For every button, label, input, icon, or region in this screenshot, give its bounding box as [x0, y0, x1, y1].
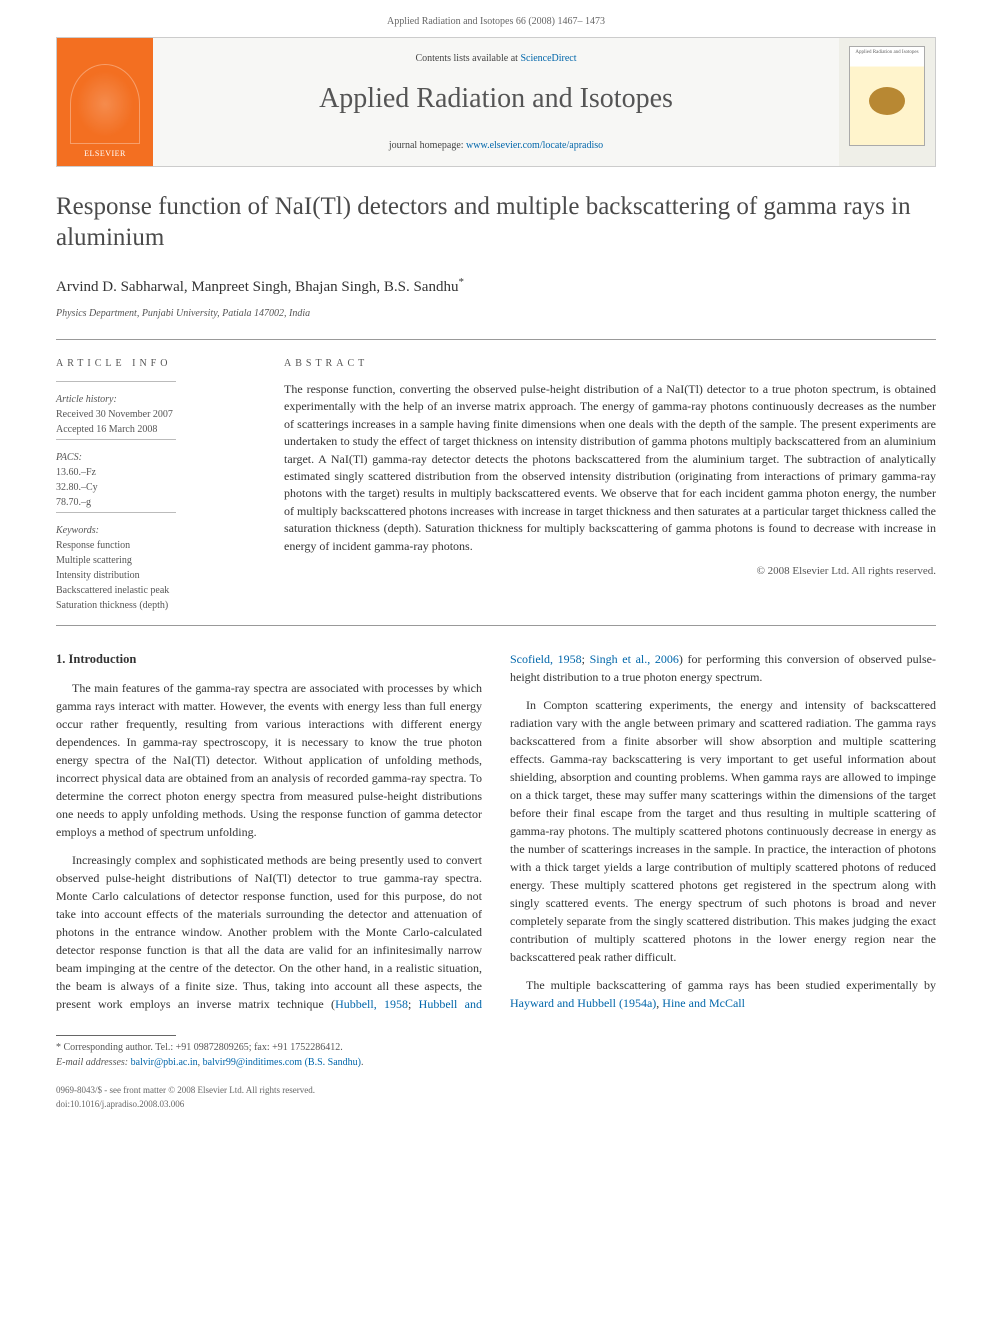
body-text: Increasingly complex and sophisticated m…: [56, 853, 482, 975]
pacs-item: 13.60.–Fz: [56, 465, 256, 480]
keyword-item: Backscattered inelastic peak: [56, 583, 256, 598]
author-names: Arvind D. Sabharwal, Manpreet Singh, Bha…: [56, 279, 458, 295]
meta-abstract-row: article info Article history: Received 3…: [56, 340, 936, 625]
footnote-rule: [56, 1035, 176, 1036]
citation-link[interactable]: Hayward and Hubbell (1954a): [510, 996, 656, 1010]
footer-left: 0969-8043/$ - see front matter © 2008 El…: [56, 1084, 315, 1111]
email-link[interactable]: balvir@pbi.ac.in: [131, 1057, 198, 1068]
copyright-line: © 2008 Elsevier Ltd. All rights reserved…: [284, 563, 936, 580]
info-rule-2: [56, 439, 176, 440]
footnotes: * Corresponding author. Tel.: +91 098728…: [56, 1040, 476, 1070]
doi-line: doi:10.1016/j.apradiso.2008.03.006: [56, 1098, 315, 1112]
abstract-col: abstract The response function, converti…: [284, 356, 936, 613]
publisher-name: ELSEVIER: [84, 148, 126, 160]
body-columns: 1. Introduction The main features of the…: [56, 650, 936, 1017]
body-para: The main features of the gamma-ray spect…: [56, 679, 482, 841]
body-para: The multiple backscattering of gamma ray…: [510, 976, 936, 1012]
keyword-item: Saturation thickness (depth): [56, 598, 256, 613]
affiliation: Physics Department, Punjabi University, …: [56, 306, 936, 321]
article-title: Response function of NaI(Tl) detectors a…: [56, 191, 936, 254]
history-label: Article history:: [56, 392, 256, 407]
keyword-item: Multiple scattering: [56, 553, 256, 568]
citation-link[interactable]: Singh et al., 2006: [590, 652, 679, 666]
pacs-item: 78.70.–g: [56, 495, 256, 510]
info-rule: [56, 381, 176, 382]
cover-caption: Applied Radiation and Isotopes: [850, 47, 924, 56]
front-matter-line: 0969-8043/$ - see front matter © 2008 El…: [56, 1084, 315, 1098]
email-link[interactable]: balvir99@inditimes.com (B.S. Sandhu): [203, 1057, 361, 1068]
sciencedirect-link[interactable]: ScienceDirect: [520, 53, 576, 64]
homepage-line: journal homepage: www.elsevier.com/locat…: [389, 138, 603, 153]
corresponding-footnote: * Corresponding author. Tel.: +91 098728…: [56, 1040, 476, 1055]
email-tail: .: [361, 1057, 364, 1068]
elsevier-tree-icon: [70, 64, 140, 144]
section-1-heading: 1. Introduction: [56, 650, 482, 669]
title-block: Response function of NaI(Tl) detectors a…: [56, 191, 936, 321]
citation-link[interactable]: Hine and McCall: [662, 996, 745, 1010]
running-header: Applied Radiation and Isotopes 66 (2008)…: [0, 0, 992, 37]
citation-link[interactable]: Hubbell, 1958: [335, 997, 408, 1011]
article-info-col: article info Article history: Received 3…: [56, 356, 256, 613]
journal-banner: ELSEVIER Contents lists available at Sci…: [56, 37, 936, 167]
banner-center: Contents lists available at ScienceDirec…: [153, 38, 839, 166]
publisher-badge: ELSEVIER: [57, 38, 153, 166]
body-text: ;: [408, 997, 419, 1011]
abstract-text: The response function, converting the ob…: [284, 381, 936, 555]
journal-name: Applied Radiation and Isotopes: [319, 78, 673, 120]
info-rule-3: [56, 512, 176, 513]
keywords-label: Keywords:: [56, 523, 256, 538]
keyword-item: Response function: [56, 538, 256, 553]
email-footnote: E-mail addresses: balvir@pbi.ac.in, balv…: [56, 1055, 476, 1070]
homepage-prefix: journal homepage:: [389, 140, 466, 151]
homepage-link[interactable]: www.elsevier.com/locate/apradiso: [466, 140, 603, 151]
cover-symbol-icon: [869, 87, 905, 115]
corresponding-marker: *: [458, 276, 464, 288]
cover-thumb-area: Applied Radiation and Isotopes: [839, 38, 935, 166]
footer-row: 0969-8043/$ - see front matter © 2008 El…: [56, 1084, 936, 1111]
contents-prefix: Contents lists available at: [415, 53, 520, 64]
body-text: The multiple backscattering of gamma ray…: [526, 978, 936, 992]
history-received: Received 30 November 2007: [56, 407, 256, 422]
email-label: E-mail addresses:: [56, 1057, 131, 1068]
author-list: Arvind D. Sabharwal, Manpreet Singh, Bha…: [56, 274, 936, 299]
abstract-heading: abstract: [284, 356, 936, 371]
pacs-item: 32.80.–Cy: [56, 480, 256, 495]
body-text: ;: [582, 652, 590, 666]
body-para: In Compton scattering experiments, the e…: [510, 696, 936, 966]
journal-cover-icon: Applied Radiation and Isotopes: [849, 46, 925, 146]
contents-line: Contents lists available at ScienceDirec…: [415, 51, 576, 66]
info-heading: article info: [56, 356, 256, 371]
history-accepted: Accepted 16 March 2008: [56, 422, 256, 437]
rule-bottom: [56, 625, 936, 626]
pacs-label: PACS:: [56, 450, 256, 465]
keyword-item: Intensity distribution: [56, 568, 256, 583]
